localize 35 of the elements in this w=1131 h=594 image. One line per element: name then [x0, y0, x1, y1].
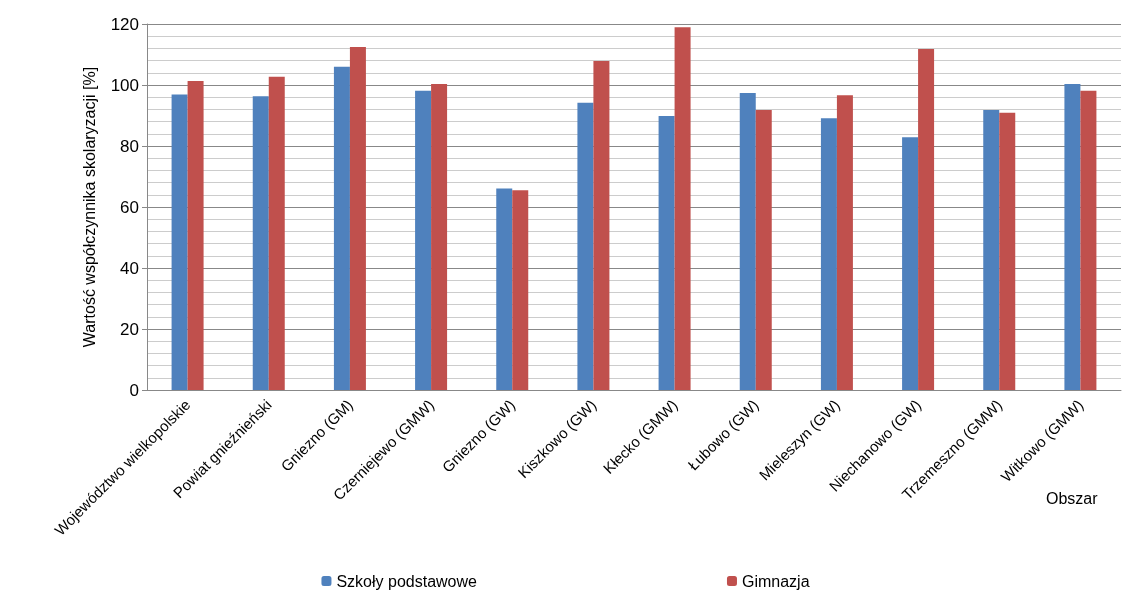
y-tick-label: 60: [120, 197, 139, 217]
bar: [983, 110, 1000, 390]
bar: [349, 46, 366, 390]
bar: [755, 110, 772, 390]
legend-label: Szkoły podstawowe: [336, 572, 478, 590]
bar: [496, 188, 513, 390]
bar: [333, 66, 350, 390]
bar: [658, 116, 675, 390]
bar: [1080, 90, 1097, 390]
bar: [431, 84, 448, 390]
bar: [577, 102, 594, 390]
x-axis-title: Obszar: [1046, 489, 1099, 507]
y-tick-label: 100: [110, 75, 139, 95]
y-tick-label: 120: [110, 14, 139, 34]
bar: [1064, 84, 1081, 390]
y-tick-label: 80: [120, 136, 139, 156]
bar: [739, 92, 756, 390]
bar: [674, 27, 691, 390]
bar: [512, 190, 529, 390]
bar: [918, 49, 935, 390]
bar: [999, 112, 1016, 390]
bar: [593, 60, 610, 390]
y-tick-label: 40: [120, 258, 139, 278]
bar: [902, 137, 919, 390]
y-tick-label: 20: [120, 319, 139, 339]
bar: [268, 76, 285, 390]
bar: [252, 96, 269, 390]
y-axis-title: Wartość współczynnika skolaryzacji [%]: [80, 66, 98, 348]
y-tick-label: 0: [129, 380, 139, 400]
bar: [415, 90, 432, 390]
bar: [171, 94, 188, 390]
bar: [836, 95, 853, 390]
legend-label: Gimnazja: [741, 572, 810, 590]
bar: [820, 118, 837, 390]
bar: [187, 81, 204, 390]
